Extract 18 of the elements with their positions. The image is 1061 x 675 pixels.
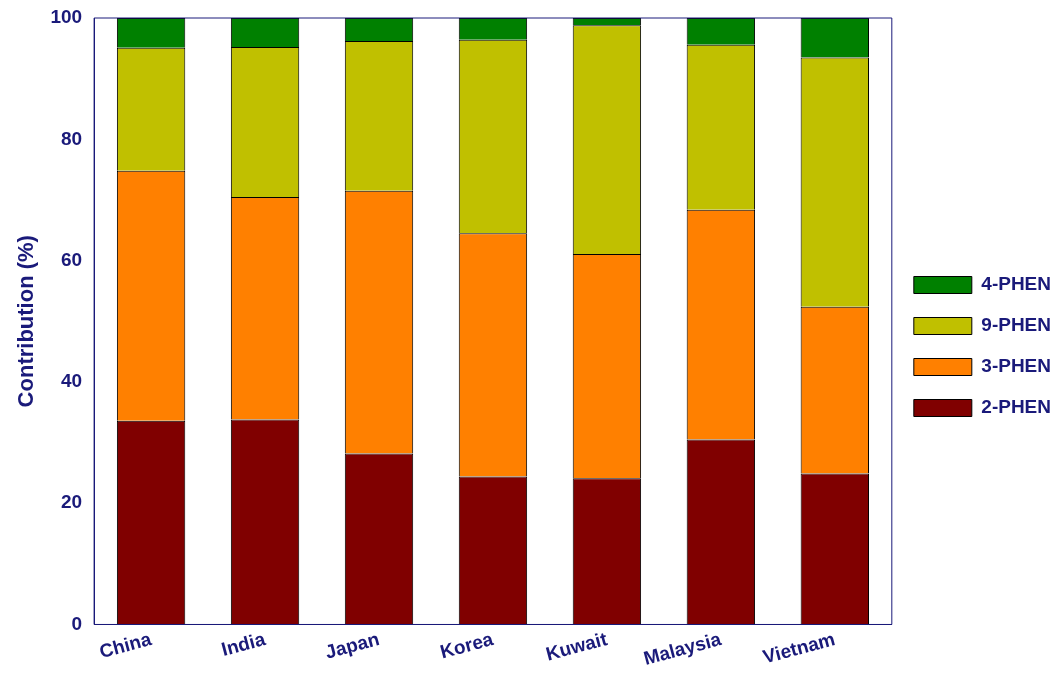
y-tick-label: 40 bbox=[60, 370, 83, 392]
y-tick-label: 20 bbox=[60, 491, 83, 513]
legend-label: 4-PHEN bbox=[981, 273, 1052, 295]
y-axis-title: Contribution (%) bbox=[13, 235, 39, 408]
y-tick-label: 0 bbox=[71, 612, 83, 634]
x-tick-label: India bbox=[219, 628, 268, 660]
x-tick-label: Kuwait bbox=[543, 627, 610, 665]
legend-label: 2-PHEN bbox=[981, 396, 1052, 418]
x-tick-label: Malaysia bbox=[641, 628, 724, 669]
legend-label: 9-PHEN bbox=[981, 314, 1052, 336]
y-tick-label: 80 bbox=[60, 127, 83, 149]
y-tick-label: 60 bbox=[60, 248, 83, 270]
x-tick-label: China bbox=[97, 628, 154, 663]
y-tick-label: 100 bbox=[50, 6, 83, 28]
x-tick-label: Japan bbox=[322, 628, 382, 663]
x-tick-label: Korea bbox=[437, 628, 496, 663]
legend-label: 3-PHEN bbox=[981, 355, 1052, 377]
x-tick-label: Vietnam bbox=[760, 628, 838, 668]
